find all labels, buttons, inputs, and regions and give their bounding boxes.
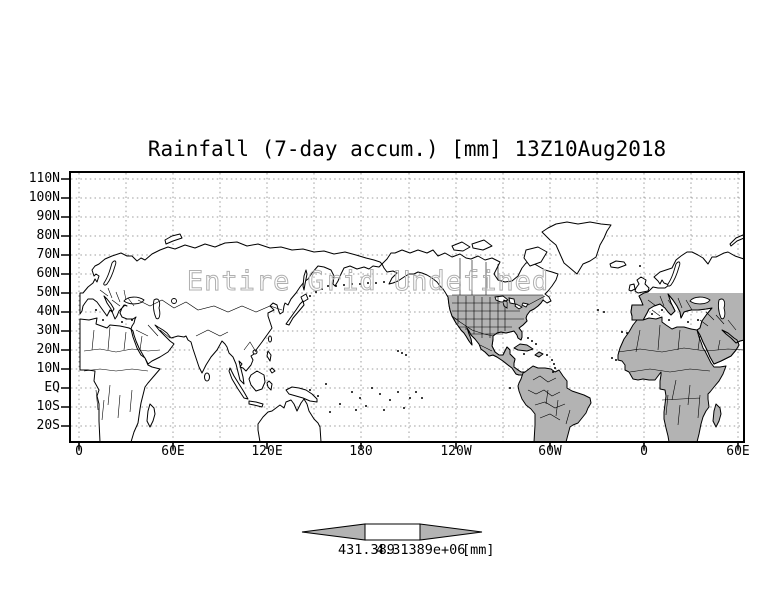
lat-label-20s: 20S	[36, 418, 60, 433]
hispaniola	[534, 351, 544, 358]
greenland	[541, 221, 612, 275]
lat-label-eq: EQ	[44, 380, 60, 395]
indonesia	[228, 367, 273, 408]
black-sea	[123, 296, 711, 305]
africa-right-shaded	[617, 316, 727, 441]
novaya-zemlya-right	[729, 234, 743, 247]
south-america-shaded	[517, 365, 592, 441]
great-lakes	[494, 295, 529, 310]
british-isles	[628, 276, 650, 294]
us-state-borders	[451, 258, 546, 352]
lon-label-120w: 120W	[440, 444, 472, 459]
lat-ticks	[61, 178, 69, 427]
lat-label-110n: 110N	[28, 171, 60, 186]
lat-label-90n: 90N	[36, 209, 60, 224]
plot-frame	[61, 171, 745, 449]
africa-left-borders	[83, 326, 161, 421]
colorbar-mid-cell	[364, 523, 421, 541]
lon-label-0a: 0	[75, 444, 83, 459]
philippines	[266, 350, 276, 374]
eurasia-borders	[99, 287, 283, 353]
caspian-sea	[152, 298, 726, 320]
colorbar	[301, 523, 483, 541]
new-guinea	[285, 386, 318, 403]
small-islands	[95, 265, 699, 413]
taiwan	[268, 335, 272, 343]
lat-label-10s: 10S	[36, 399, 60, 414]
lon-label-60e2: 60E	[726, 444, 750, 459]
colorbar-right-arrow	[419, 523, 483, 541]
lat-label-60n: 60N	[36, 266, 60, 281]
novaya-zemlya	[164, 233, 183, 245]
iceland	[609, 260, 627, 269]
lat-label-80n: 80N	[36, 228, 60, 243]
lon-label-60w: 60W	[538, 444, 562, 459]
lat-label-50n: 50N	[36, 285, 60, 300]
lat-label-10n: 10N	[36, 361, 60, 376]
south-america-borders	[527, 375, 571, 425]
aral-sea	[171, 298, 177, 304]
lon-ticks	[78, 443, 739, 449]
colorbar-units-label: [mm]	[462, 542, 495, 558]
colorbar-left-arrow	[301, 523, 366, 541]
undefined-grid-message: Entire Grid Undefined	[187, 266, 549, 297]
lat-label-20n: 20N	[36, 342, 60, 357]
colorbar-min-label: 431.389	[338, 542, 395, 558]
sakhalin	[302, 269, 308, 291]
madagascar-left	[146, 403, 156, 428]
europe-right-borders	[647, 295, 737, 331]
lat-label-30n: 30N	[36, 323, 60, 338]
lat-label-40n: 40N	[36, 304, 60, 319]
colorbar-max-label: 4.31389e+06	[376, 542, 466, 558]
japan	[285, 293, 309, 326]
lon-label-180: 180	[349, 444, 373, 459]
coastlines	[79, 221, 743, 441]
lon-label-60e: 60E	[161, 444, 185, 459]
baltic-sea	[103, 260, 681, 287]
inland-seas	[103, 260, 726, 320]
australia	[257, 398, 322, 441]
sri-lanka	[204, 372, 210, 382]
lon-label-120e: 120E	[251, 444, 283, 459]
cuba	[513, 343, 534, 352]
madagascar-right-shaded	[712, 403, 722, 428]
lat-label-70n: 70N	[36, 247, 60, 262]
lat-label-100n: 100N	[28, 190, 60, 205]
africa-right-borders	[617, 324, 743, 426]
lon-label-0b: 0	[640, 444, 648, 459]
plot-title: Rainfall (7-day accum.) [mm] 13Z10Aug201…	[147, 137, 667, 161]
arctic-islands	[451, 239, 548, 267]
political-borders	[83, 258, 743, 426]
